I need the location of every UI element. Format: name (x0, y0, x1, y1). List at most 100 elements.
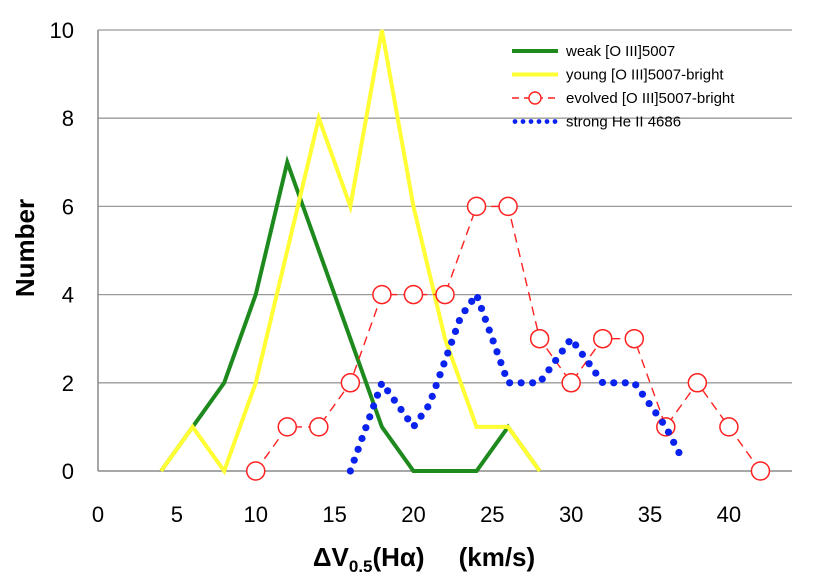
data-dot (675, 448, 683, 457)
data-dot (468, 297, 476, 305)
data-dot (461, 307, 469, 315)
data-dot (366, 413, 374, 421)
data-dot (362, 424, 370, 432)
legend-marker (528, 91, 542, 105)
data-dot (670, 438, 678, 446)
data-dot (354, 445, 362, 453)
data-point (719, 417, 739, 437)
legend-item-strong-he-ii-4686: strong He II 4686 (512, 114, 681, 131)
x-axis-title-paren: (Hα) (373, 542, 425, 572)
data-dot (384, 387, 392, 395)
data-dot (638, 390, 647, 398)
data-dot (451, 327, 460, 336)
data-point (466, 196, 487, 217)
data-dot (455, 316, 463, 325)
data-dot (417, 412, 425, 420)
grid-lines (98, 29, 792, 384)
data-dot (346, 467, 354, 475)
data-dot (424, 403, 432, 411)
data-point (245, 461, 266, 481)
data-dot (489, 337, 497, 345)
series-line (255, 205, 762, 472)
data-dot (370, 402, 378, 410)
series-strong-he-ii-4686 (346, 294, 683, 475)
data-dot (506, 379, 514, 387)
data-point (624, 328, 645, 349)
data-dot (432, 381, 440, 390)
x-tick-label: 10 (243, 502, 267, 527)
tick-labels: 0 2 4 6 8 10 0 5 10 15 20 25 30 35 40 (50, 18, 742, 527)
data-dot (572, 341, 580, 349)
data-point (592, 328, 613, 349)
data-dot (632, 381, 640, 389)
data-dot (585, 360, 593, 368)
series-line (159, 155, 542, 473)
data-dot (358, 434, 366, 443)
x-axis-title: ΔV0.5(Hα) (km/s) (313, 542, 535, 576)
x-tick-label: 25 (480, 502, 504, 527)
legend-label: weak [O III]5007 (565, 43, 675, 60)
data-dot (501, 369, 509, 378)
x-tick-label: 15 (322, 502, 346, 527)
legend: weak [O III]5007 young [O III]5007-bright… (512, 43, 735, 131)
data-dot (497, 358, 505, 367)
y-axis-title: Number (10, 199, 40, 297)
x-tick-label: 5 (171, 502, 183, 527)
data-dot (658, 418, 667, 426)
data-dot (390, 396, 398, 404)
legend-dot (520, 119, 526, 124)
data-point (309, 417, 329, 437)
data-dot (558, 347, 566, 355)
data-point (498, 196, 518, 217)
y-tick-label: 0 (62, 459, 74, 484)
data-dot (598, 378, 607, 387)
x-tick-label: 0 (92, 502, 104, 527)
legend-item-evolved-o-iii-5007-bright: evolved [O III]5007-bright (512, 90, 735, 107)
data-dot (645, 399, 653, 408)
data-dot (652, 409, 660, 417)
data-dot (538, 375, 546, 383)
data-point (403, 284, 424, 305)
x-tick-label: 20 (401, 502, 425, 527)
data-series (159, 29, 771, 481)
data-dot (428, 392, 436, 400)
data-dot (565, 338, 573, 346)
data-dot (485, 326, 493, 334)
y-tick-label: 6 (62, 194, 74, 219)
legend-dot (512, 119, 518, 124)
data-point (529, 328, 550, 349)
data-dot (377, 380, 385, 388)
data-dot (664, 428, 673, 436)
data-point (372, 284, 392, 305)
data-dot (481, 315, 489, 323)
data-point (277, 417, 298, 437)
y-tick-label: 2 (62, 371, 74, 396)
data-dot (517, 379, 525, 387)
legend-item-weak-o-iii-5007: weak [O III]5007 (512, 43, 675, 60)
data-dot (444, 349, 452, 357)
legend-item-young-o-iii-5007-bright: young [O III]5007-bright (512, 67, 724, 84)
x-axis-title-units: (km/s) (459, 542, 536, 572)
x-axis-title-delta: ΔV (313, 542, 350, 572)
x-tick-label: 40 (717, 502, 741, 527)
data-point (340, 373, 361, 393)
data-dot (436, 371, 444, 379)
legend-label: young [O III]5007-bright (566, 67, 724, 84)
data-dot (493, 348, 501, 356)
legend-dot (536, 119, 542, 124)
data-dot (397, 405, 405, 414)
data-dot (477, 304, 486, 313)
y-tick-label: 8 (62, 106, 74, 131)
data-dot (474, 294, 482, 302)
data-dot (578, 350, 586, 358)
legend-label: evolved [O III]5007-bright (566, 90, 735, 107)
data-point (687, 373, 708, 393)
y-tick-label: 4 (62, 283, 74, 308)
legend-label: strong He II 4686 (566, 114, 681, 131)
series-evolved-o-iii-5007-bright (245, 196, 771, 481)
series-young-o-iii-5007-bright (159, 29, 542, 476)
y-tick-label: 10 (50, 18, 74, 43)
data-point (561, 373, 581, 393)
data-dot (592, 369, 600, 377)
